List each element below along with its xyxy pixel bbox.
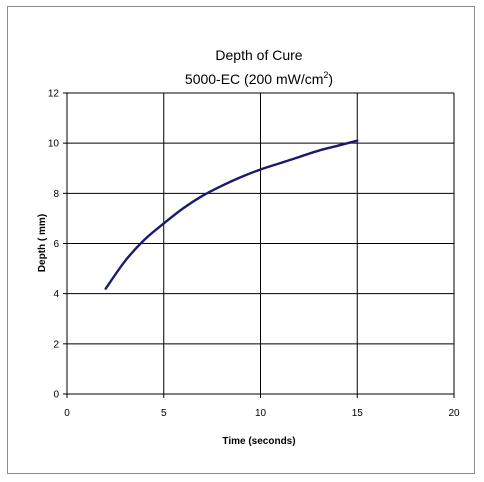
y-tick-label-10: 10 xyxy=(48,139,60,150)
x-tick-label-15: 15 xyxy=(352,408,364,419)
y-tick-label-12: 12 xyxy=(48,89,60,100)
y-tick-label-6: 6 xyxy=(53,239,59,250)
series-group xyxy=(104,139,359,290)
axes xyxy=(63,92,455,398)
y-tick-label-0: 0 xyxy=(53,390,59,401)
y-tick-label-8: 8 xyxy=(53,189,59,200)
y-axis-label: Depth ( mm) xyxy=(37,214,48,272)
x-tick-label-10: 10 xyxy=(255,408,267,419)
x-tick-label-20: 20 xyxy=(448,408,460,419)
chart-subtitle-superscript: 2 xyxy=(323,70,328,80)
x-tick-label-0: 0 xyxy=(64,408,70,419)
y-tick-label-2: 2 xyxy=(53,339,59,350)
x-axis-label: Time (seconds) xyxy=(222,436,295,447)
x-tick-label-5: 5 xyxy=(161,408,167,419)
chart-subtitle-suffix: ) xyxy=(328,71,333,87)
tick-labels: 0 2 4 6 8 10 12 0 5 10 15 20 xyxy=(48,89,460,420)
grid-lines xyxy=(67,92,455,394)
y-tick-label-4: 4 xyxy=(53,289,59,300)
chart-subtitle-prefix: 5000-EC (200 mW/cm xyxy=(185,71,323,87)
series-line-0 xyxy=(104,139,359,290)
chart-title: Depth of Cure xyxy=(215,47,302,63)
chart-subtitle: 5000-EC (200 mW/cm2) xyxy=(185,70,333,87)
